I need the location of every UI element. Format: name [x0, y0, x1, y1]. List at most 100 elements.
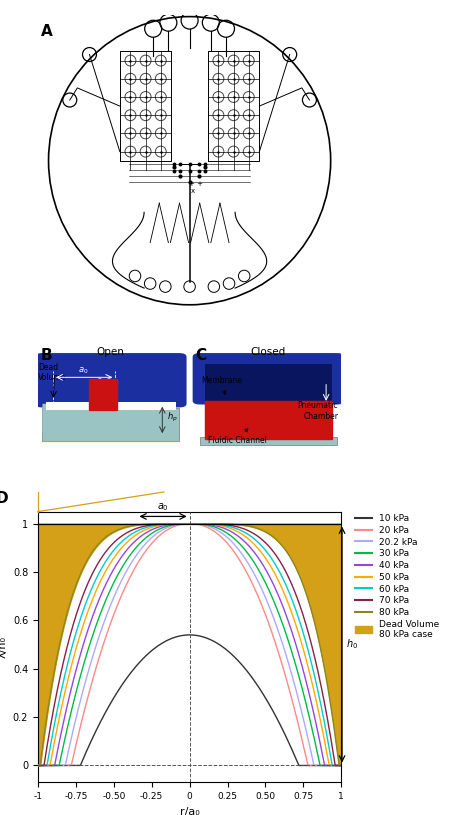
80 kPa — [330, 713, 336, 723]
Text: $a_0$: $a_0$ — [157, 501, 169, 513]
50 kPa — [182, 519, 188, 529]
Text: A: A — [41, 24, 53, 39]
30 kPa — [35, 760, 41, 770]
30 kPa — [182, 519, 188, 529]
Polygon shape — [43, 403, 58, 434]
30 kPa — [329, 760, 335, 770]
40 kPa — [174, 519, 180, 529]
20 kPa — [51, 760, 56, 770]
70 kPa — [51, 705, 56, 715]
Line: 80 kPa: 80 kPa — [38, 524, 341, 765]
50 kPa — [35, 760, 41, 770]
Line: 20.2 kPa: 20.2 kPa — [38, 524, 341, 765]
60 kPa — [329, 760, 335, 770]
Line: 40 kPa: 40 kPa — [38, 524, 341, 765]
Bar — [90, 379, 117, 410]
20.2 kPa — [329, 760, 335, 770]
60 kPa — [174, 519, 180, 529]
Text: Pneumatic
Chamber: Pneumatic Chamber — [298, 402, 338, 421]
20.2 kPa — [330, 760, 336, 770]
Text: $a_b$: $a_b$ — [96, 377, 107, 387]
Bar — [205, 364, 332, 405]
60 kPa — [182, 519, 188, 529]
80 kPa — [51, 671, 56, 681]
Bar — [200, 437, 337, 445]
40 kPa — [187, 519, 192, 529]
Line: 10 kPa: 10 kPa — [38, 635, 341, 765]
50 kPa — [338, 760, 344, 770]
20.2 kPa — [35, 760, 41, 770]
Legend: 10 kPa, 20 kPa, 20.2 kPa, 30 kPa, 40 kPa, 50 kPa, 60 kPa, 70 kPa, 80 kPa, Dead V: 10 kPa, 20 kPa, 20.2 kPa, 30 kPa, 40 kPa… — [352, 511, 443, 643]
30 kPa — [330, 760, 336, 770]
80 kPa — [182, 519, 188, 529]
60 kPa — [338, 760, 344, 770]
70 kPa — [174, 519, 180, 529]
10 kPa — [35, 760, 41, 770]
Text: Fluidic Channel: Fluidic Channel — [208, 429, 267, 446]
Line: 20 kPa: 20 kPa — [38, 524, 341, 765]
30 kPa — [338, 760, 344, 770]
30 kPa — [187, 519, 192, 529]
FancyBboxPatch shape — [35, 353, 187, 408]
50 kPa — [330, 760, 336, 770]
80 kPa — [174, 519, 180, 529]
80 kPa — [338, 760, 344, 770]
80 kPa — [329, 712, 335, 722]
10 kPa — [338, 760, 344, 770]
70 kPa — [35, 760, 41, 770]
60 kPa — [330, 760, 336, 770]
Text: Membrane: Membrane — [202, 377, 243, 394]
50 kPa — [329, 760, 335, 770]
10 kPa — [51, 760, 56, 770]
Bar — [43, 408, 179, 441]
20 kPa — [329, 760, 335, 770]
FancyBboxPatch shape — [192, 353, 344, 404]
Text: $h_0$: $h_0$ — [346, 637, 358, 651]
20.2 kPa — [174, 520, 180, 530]
Line: 70 kPa: 70 kPa — [38, 524, 341, 765]
50 kPa — [51, 742, 56, 752]
Text: + +: + + — [189, 182, 203, 187]
Text: x: x — [191, 187, 195, 193]
70 kPa — [187, 519, 192, 529]
20.2 kPa — [187, 519, 192, 529]
40 kPa — [329, 760, 335, 770]
Line: 60 kPa: 60 kPa — [38, 524, 341, 765]
60 kPa — [35, 760, 41, 770]
20.2 kPa — [51, 760, 56, 770]
50 kPa — [187, 519, 192, 529]
Text: $h_p$: $h_p$ — [167, 412, 178, 425]
Text: D: D — [0, 491, 8, 506]
10 kPa — [174, 632, 180, 641]
Text: Closed: Closed — [251, 347, 286, 357]
40 kPa — [338, 760, 344, 770]
30 kPa — [174, 519, 180, 529]
10 kPa — [330, 760, 336, 770]
60 kPa — [187, 519, 192, 529]
80 kPa — [35, 760, 41, 770]
30 kPa — [51, 760, 56, 770]
20.2 kPa — [182, 519, 188, 529]
10 kPa — [274, 713, 280, 723]
70 kPa — [338, 760, 344, 770]
50 kPa — [274, 573, 280, 583]
20.2 kPa — [274, 623, 280, 632]
Y-axis label: λ/h₀: λ/h₀ — [0, 636, 7, 658]
Text: $a_0$: $a_0$ — [78, 366, 89, 377]
70 kPa — [329, 743, 335, 753]
40 kPa — [330, 760, 336, 770]
70 kPa — [274, 552, 280, 562]
Text: Dead
Volume: Dead Volume — [38, 363, 66, 382]
40 kPa — [182, 519, 188, 529]
20 kPa — [187, 519, 192, 529]
70 kPa — [330, 744, 336, 754]
Bar — [205, 401, 332, 439]
70 kPa — [182, 519, 188, 529]
Text: Open: Open — [97, 347, 125, 357]
Bar — [46, 402, 176, 410]
20 kPa — [35, 760, 41, 770]
Line: 30 kPa: 30 kPa — [38, 524, 341, 765]
Text: B: B — [41, 348, 53, 363]
Text: C: C — [196, 348, 207, 363]
40 kPa — [274, 587, 280, 597]
